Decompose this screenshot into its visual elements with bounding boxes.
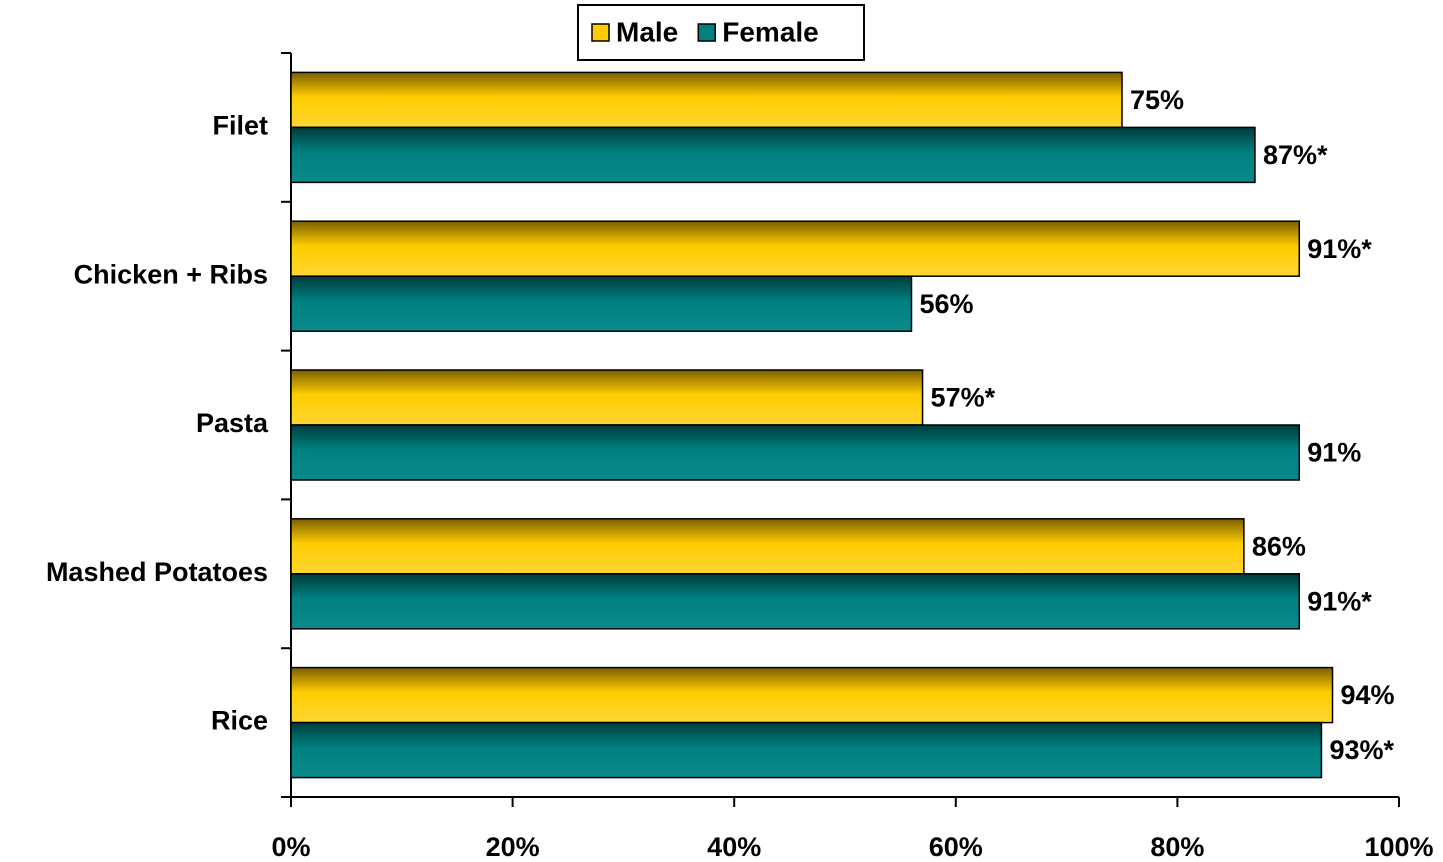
bar <box>290 220 1301 277</box>
value-label: 91% <box>1307 438 1361 468</box>
bar <box>290 275 913 332</box>
x-tick-label: 100% <box>1364 832 1433 862</box>
value-label: 91%* <box>1307 234 1372 264</box>
bar <box>290 666 1334 724</box>
category-label: Chicken + Ribs <box>74 259 268 289</box>
x-tick-label: 40% <box>707 832 761 862</box>
bar <box>290 424 1301 481</box>
x-tick-label: 80% <box>1150 832 1204 862</box>
bar <box>290 573 1301 630</box>
value-label: 94% <box>1341 680 1395 710</box>
value-label: 57%* <box>931 383 996 413</box>
bar <box>290 721 1323 779</box>
category-label: Rice <box>211 706 268 736</box>
bar <box>290 369 924 426</box>
legend-swatch <box>591 23 610 42</box>
category-label: Pasta <box>196 408 269 438</box>
legend-label: Male <box>616 16 678 47</box>
legend-swatch <box>697 23 716 42</box>
value-label: 87%* <box>1263 140 1328 170</box>
category-label: Filet <box>212 111 268 141</box>
x-tick-label: 0% <box>271 832 310 862</box>
legend-label: Female <box>722 16 819 47</box>
x-tick-label: 60% <box>929 832 983 862</box>
value-label: 93%* <box>1329 735 1394 765</box>
value-label: 91%* <box>1307 586 1372 616</box>
bar <box>290 71 1123 129</box>
category-label: Mashed Potatoes <box>46 557 268 587</box>
bar <box>290 518 1245 575</box>
legend-box <box>577 4 865 61</box>
value-label: 75% <box>1130 85 1184 115</box>
x-tick-label: 20% <box>486 832 540 862</box>
bar <box>290 126 1256 184</box>
value-label: 56% <box>919 289 973 319</box>
value-label: 86% <box>1252 531 1306 561</box>
